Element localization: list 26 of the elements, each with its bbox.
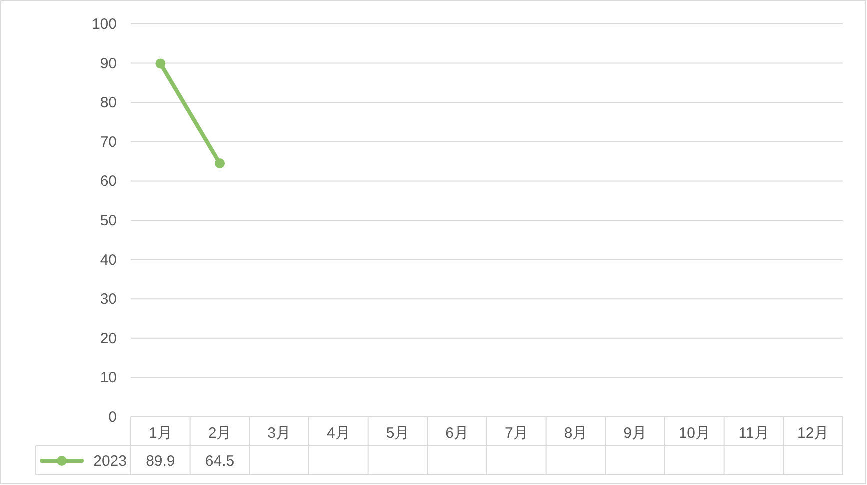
x-tick-label: 11月 (738, 425, 770, 442)
x-tick-label: 12月 (797, 425, 830, 442)
x-tick-label: 4月 (326, 425, 350, 442)
y-tick-label: 50 (100, 212, 117, 230)
x-tick-label: 2月 (208, 425, 232, 442)
legend-label: 2023 (94, 453, 127, 470)
x-tick-label: 8月 (564, 425, 588, 442)
y-tick-label: 20 (100, 330, 117, 348)
x-tick-label: 3月 (268, 425, 292, 442)
x-tick-label: 9月 (624, 425, 648, 442)
y-tick-label: 80 (100, 94, 117, 112)
x-tick-label: 1月 (148, 425, 172, 442)
x-tick-label: 7月 (504, 425, 528, 442)
y-tick-label: 60 (100, 173, 117, 190)
data-label: 64.5 (205, 453, 235, 470)
data-label: 89.9 (146, 453, 176, 470)
x-tick-label: 5月 (386, 425, 410, 442)
x-tick-label: 6月 (446, 425, 470, 442)
y-tick-label: 10 (100, 370, 117, 387)
y-tick-label: 90 (100, 55, 117, 72)
y-tick-label: 40 (100, 252, 117, 269)
y-tick-label: 100 (92, 16, 117, 33)
y-tick-label: 70 (100, 134, 117, 151)
y-tick-label: 0 (108, 409, 117, 426)
y-tick-label: 30 (100, 291, 117, 308)
x-tick-label: 10月 (678, 425, 711, 442)
